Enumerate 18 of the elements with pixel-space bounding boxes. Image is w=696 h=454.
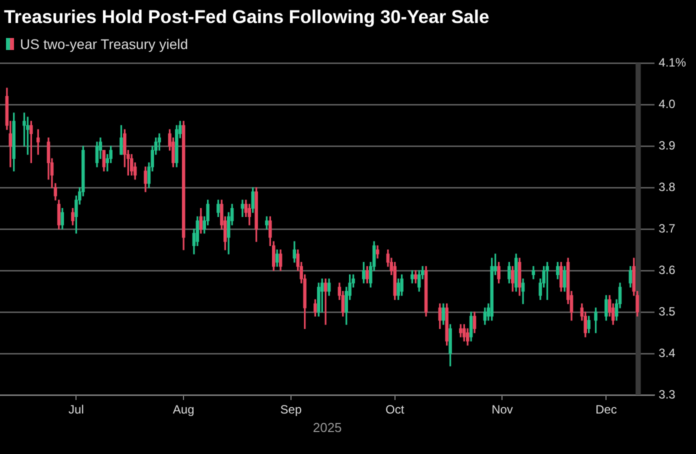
y-tick-label: 3.8 [658,180,676,194]
x-tick-label: Dec [595,402,617,417]
y-tick-label: 3.5 [658,304,676,318]
x-axis-title: 2025 [312,420,342,435]
y-tick-label: 3.3 [658,387,676,402]
y-tick-label: 3.4 [658,346,676,360]
y-tick-label: 3.6 [658,262,676,277]
chart-title: Treasuries Hold Post-Fed Gains Following 30-Year Sale [3,5,490,29]
x-tick-label: Aug [172,402,194,417]
legend-label: US two-year Treasury yield [20,36,188,52]
x-tick-label: Nov [492,402,513,417]
y-tick-label: 4.0 [658,96,676,111]
x-tick-label: Oct [386,402,405,417]
x-tick-label: Jul [68,402,84,417]
y-tick-label: 3.7 [658,221,676,236]
y-tick-label: 3.9 [658,138,676,152]
x-tick-label: Sep [280,402,302,417]
y-tick-label: 4.1% [658,56,686,70]
